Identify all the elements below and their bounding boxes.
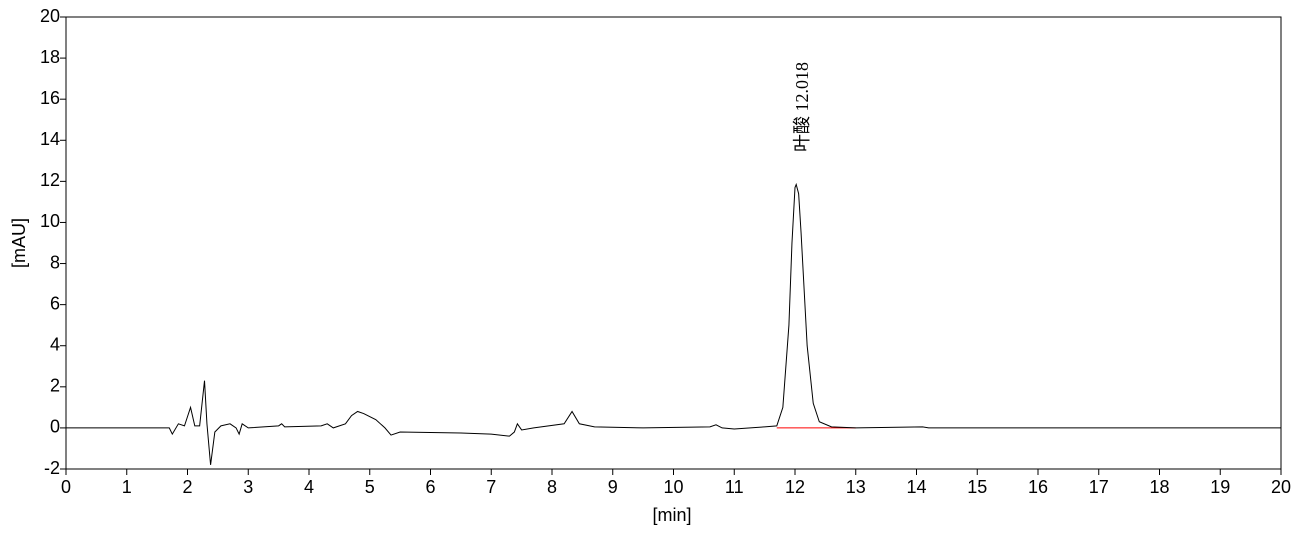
x-tick-label: 6 xyxy=(425,477,435,497)
x-tick-label: 10 xyxy=(663,477,683,497)
x-tick-label: 4 xyxy=(304,477,314,497)
y-tick-label: 10 xyxy=(40,211,60,231)
y-tick-label: 12 xyxy=(40,170,60,190)
peak-annotation: 叶酸 12.018 xyxy=(792,62,812,152)
x-tick-label: 14 xyxy=(906,477,926,497)
x-tick-label: 19 xyxy=(1210,477,1230,497)
x-tick-label: 9 xyxy=(608,477,618,497)
x-axis-label: [min] xyxy=(652,505,691,525)
x-tick-label: 3 xyxy=(243,477,253,497)
x-tick-label: 2 xyxy=(182,477,192,497)
x-tick-label: 18 xyxy=(1149,477,1169,497)
x-tick-label: 7 xyxy=(486,477,496,497)
x-tick-label: 12 xyxy=(785,477,805,497)
x-tick-label: 16 xyxy=(1028,477,1048,497)
plot-frame xyxy=(65,16,1282,470)
y-axis-label: [mAU] xyxy=(9,218,29,268)
y-tick-label: 6 xyxy=(50,293,60,313)
y-tick-label: 8 xyxy=(50,252,60,272)
x-tick-label: 0 xyxy=(61,477,71,497)
x-tick-label: 8 xyxy=(547,477,557,497)
x-tick-label: 20 xyxy=(1271,477,1291,497)
y-tick-label: 14 xyxy=(40,129,60,149)
y-tick-label: 0 xyxy=(50,417,60,437)
x-tick-label: 5 xyxy=(365,477,375,497)
y-tick-label: 4 xyxy=(50,334,60,354)
y-tick-label: 16 xyxy=(40,88,60,108)
x-tick-label: 11 xyxy=(725,477,744,497)
trace-line xyxy=(66,182,1281,465)
y-tick-label: 20 xyxy=(40,6,60,26)
y-tick-label: -2 xyxy=(44,458,60,478)
x-tick-label: 17 xyxy=(1089,477,1109,497)
x-tick-label: 15 xyxy=(967,477,987,497)
y-tick-label: 2 xyxy=(50,376,60,396)
y-tick-label: 18 xyxy=(40,47,60,67)
x-tick-label: 13 xyxy=(846,477,866,497)
x-tick-label: 1 xyxy=(122,477,132,497)
